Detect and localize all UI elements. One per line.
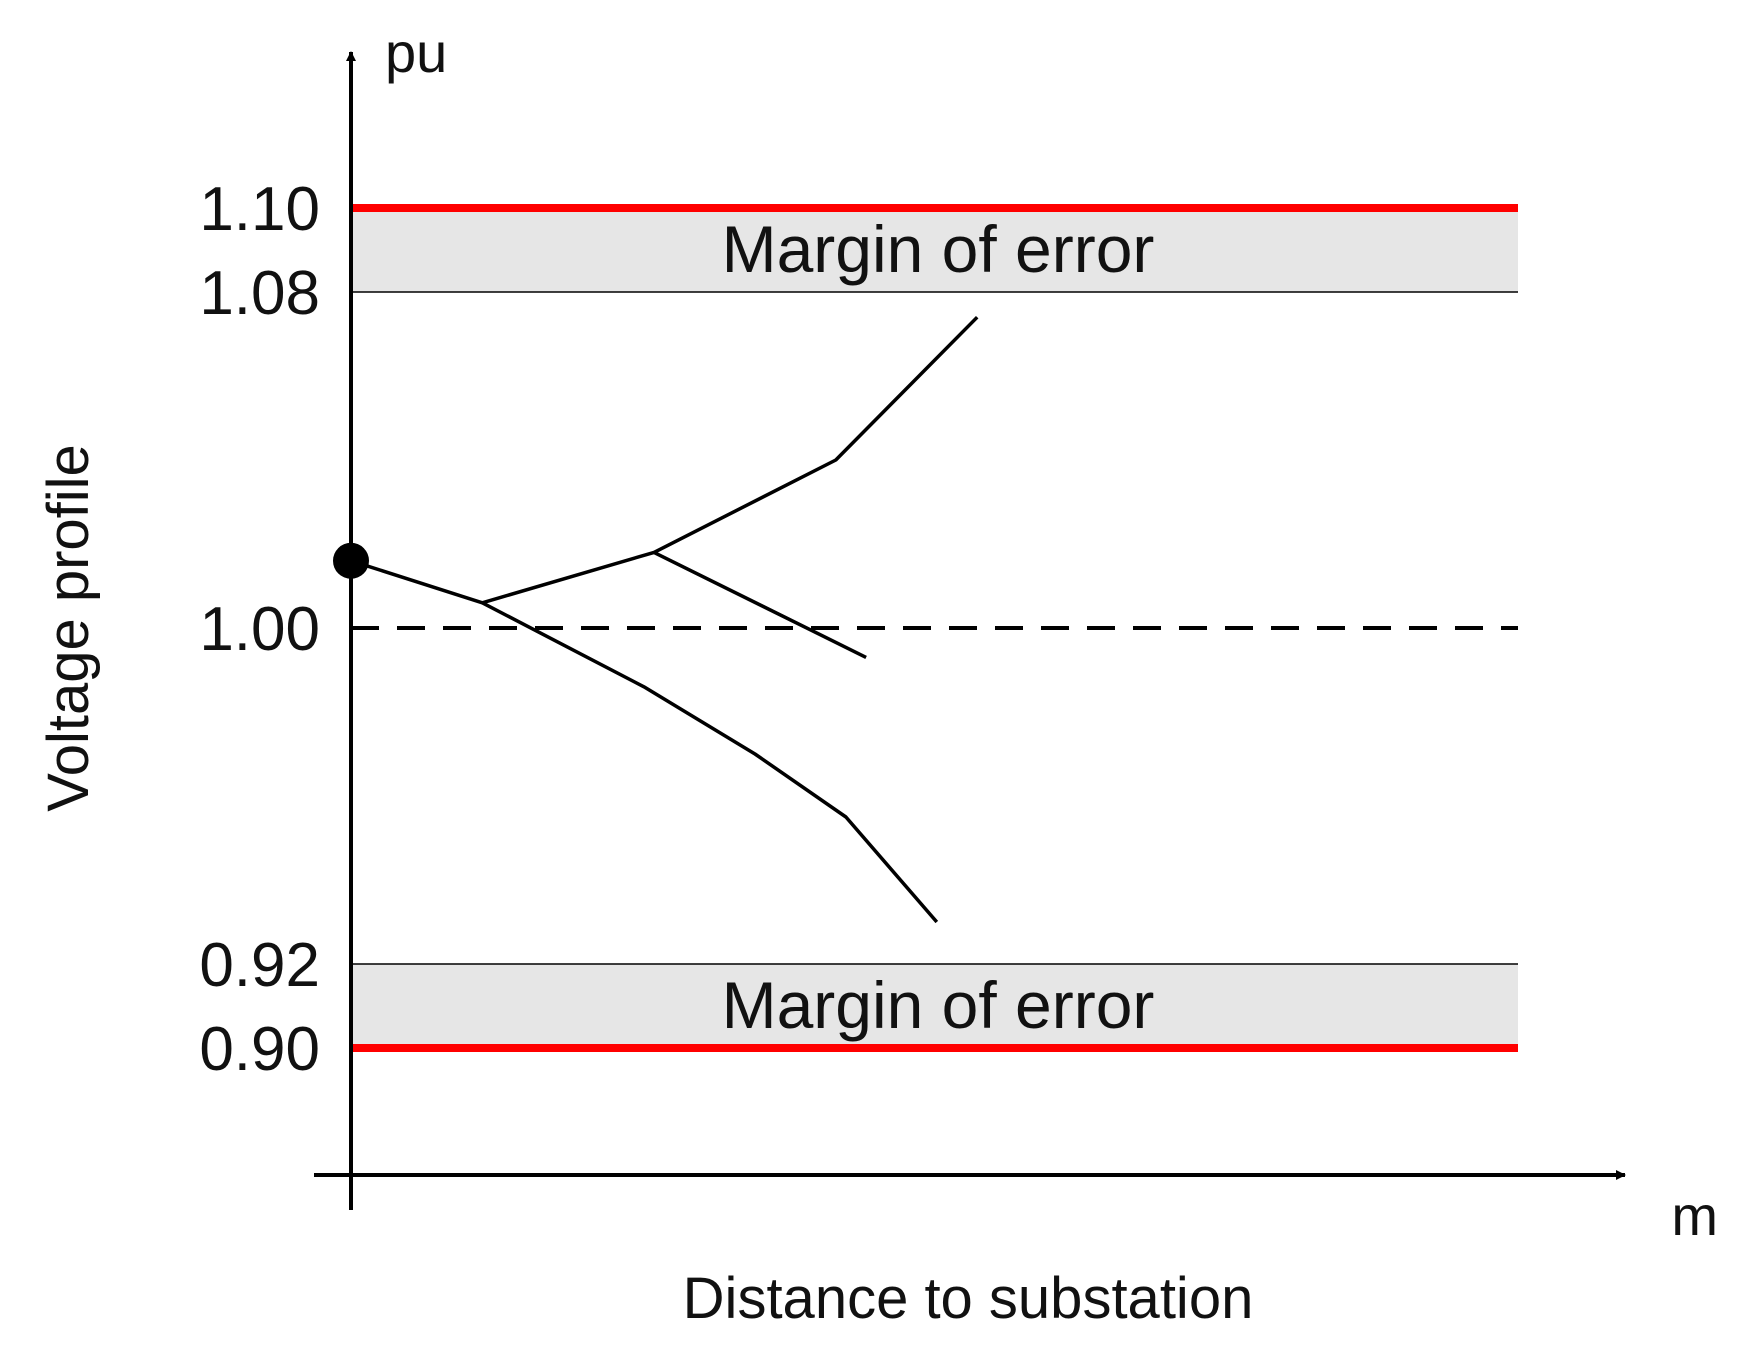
margin-label-1: Margin of error <box>722 212 1155 286</box>
margin-band-1 <box>351 208 1518 292</box>
x-axis-title: Distance to substation <box>683 1266 1254 1331</box>
voltage-branch-3 <box>481 601 939 924</box>
voltage-branch-2 <box>653 550 867 659</box>
y-tick-label: 0.92 <box>199 931 320 1000</box>
voltage-curves <box>350 315 979 924</box>
limit-lines <box>351 204 1518 1052</box>
y-unit-label: pu <box>385 21 447 84</box>
y-tick-labels: 1.10 1.08 1.00 0.92 0.90 <box>199 175 320 1084</box>
margin-bands <box>351 208 1518 1048</box>
y-axis-title: Voltage profile <box>36 444 101 812</box>
y-tick-label: 1.10 <box>199 175 320 244</box>
substation-point <box>333 542 369 579</box>
margin-label-2: Margin of error <box>722 968 1155 1042</box>
margin-band-2 <box>351 964 1518 1048</box>
band-labels: Margin of error Margin of error <box>722 212 1155 1042</box>
voltage-branch-1 <box>350 315 979 605</box>
y-tick-label: 1.08 <box>199 259 320 328</box>
y-tick-label: 0.90 <box>199 1015 320 1084</box>
x-unit-label: m <box>1671 1184 1718 1247</box>
y-tick-label: 1.00 <box>199 595 320 664</box>
